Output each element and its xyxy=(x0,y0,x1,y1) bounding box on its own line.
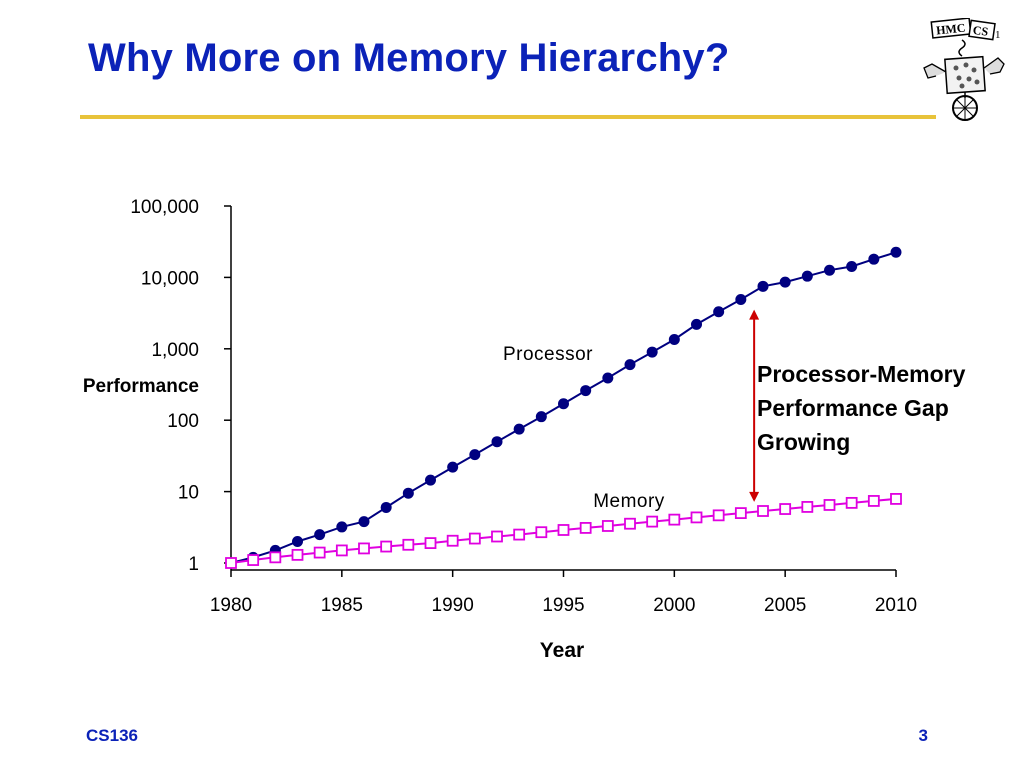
gap-annotation-line: Growing xyxy=(757,429,850,455)
gap-arrow-head-down xyxy=(749,491,760,502)
memory-series-label: Memory xyxy=(593,491,665,512)
processor-data-point xyxy=(469,449,481,461)
processor-data-point xyxy=(314,529,326,541)
processor-data-point xyxy=(491,436,503,448)
y-tick-label: 1,000 xyxy=(151,340,199,361)
y-tick-label: 100 xyxy=(167,411,199,432)
memory-data-point xyxy=(247,554,260,566)
memory-data-point xyxy=(734,507,747,519)
processor-data-point xyxy=(779,276,791,288)
memory-data-point xyxy=(269,551,282,564)
processor-data-point xyxy=(447,461,459,473)
memory-data-point xyxy=(468,532,481,545)
hmc-cs-logo: HMC CS 1 xyxy=(923,18,1005,121)
processor-data-point xyxy=(380,501,392,513)
memory-data-point xyxy=(757,505,769,517)
memory-data-point xyxy=(446,534,459,547)
memory-data-point xyxy=(535,526,548,539)
memory-data-point xyxy=(358,542,370,555)
processor-data-point xyxy=(602,372,614,384)
processor-data-point xyxy=(668,333,680,345)
processor-data-point xyxy=(890,246,902,258)
gap-arrow-head-up xyxy=(749,309,760,320)
title-divider xyxy=(80,115,936,119)
processor-data-point xyxy=(358,516,370,528)
x-tick-label: 1995 xyxy=(542,595,584,616)
processor-data-point xyxy=(402,487,414,499)
page-number: 3 xyxy=(918,726,928,745)
memory-data-point xyxy=(867,495,880,507)
x-tick-label: 2000 xyxy=(653,595,695,616)
x-tick-label: 2005 xyxy=(764,595,806,616)
memory-data-point xyxy=(690,511,703,524)
y-tick-label: 10,000 xyxy=(141,268,199,289)
processor-data-point xyxy=(757,280,769,292)
logo-text-hmc: HMC xyxy=(935,21,966,38)
processor-data-point xyxy=(624,359,636,371)
processor-data-point xyxy=(558,398,569,410)
y-tick-label: 10 xyxy=(178,483,199,504)
memory-data-point xyxy=(890,493,902,505)
processor-data-point xyxy=(691,318,702,330)
memory-data-point xyxy=(668,513,681,526)
memory-data-point xyxy=(513,528,526,541)
memory-data-point xyxy=(380,540,393,553)
gap-annotation-line: Processor-Memory xyxy=(757,361,966,387)
memory-data-point xyxy=(424,537,437,549)
x-tick-label: 1980 xyxy=(210,595,252,616)
y-axis-title: Performance xyxy=(83,376,199,397)
processor-series-label: Processor xyxy=(503,344,593,365)
memory-data-point xyxy=(823,499,836,511)
processor-data-point xyxy=(868,253,880,265)
processor-data-point xyxy=(580,385,592,397)
y-tick-label: 1 xyxy=(188,554,199,575)
processor-data-point xyxy=(292,536,303,548)
memory-data-point xyxy=(712,509,725,522)
processor-data-point xyxy=(425,474,436,486)
slide-title: Why More on Memory Hierarchy? xyxy=(88,36,730,80)
processor-data-point xyxy=(735,294,747,306)
memory-data-point xyxy=(624,517,636,530)
memory-data-point xyxy=(646,515,659,528)
processor-data-point xyxy=(513,423,525,435)
x-tick-label: 1990 xyxy=(432,595,474,616)
y-tick-label: 100,000 xyxy=(130,197,199,218)
memory-data-point xyxy=(225,557,237,569)
memory-data-point xyxy=(779,503,792,515)
x-tick-label: 1985 xyxy=(321,595,363,616)
svg-text:1: 1 xyxy=(995,29,1001,41)
processor-data-point xyxy=(535,411,547,423)
course-label: CS136 xyxy=(86,726,138,745)
processor-data-point xyxy=(846,261,858,273)
memory-data-point xyxy=(557,524,570,536)
gap-annotation-line: Performance Gap xyxy=(757,395,949,421)
memory-data-point xyxy=(579,522,592,534)
processor-data-point xyxy=(713,306,725,318)
memory-data-point xyxy=(801,501,814,513)
memory-data-point xyxy=(291,548,304,561)
x-axis-title: Year xyxy=(540,639,584,662)
processor-data-point xyxy=(801,270,813,282)
memory-data-point xyxy=(402,538,415,551)
processor-data-point xyxy=(646,346,658,358)
processor-data-point xyxy=(824,264,835,276)
memory-data-point xyxy=(335,544,348,557)
logo-text-cs: CS xyxy=(972,23,989,39)
memory-data-point xyxy=(845,496,858,509)
x-tick-label: 2010 xyxy=(875,595,917,616)
processor-data-point xyxy=(336,521,348,533)
memory-data-point xyxy=(313,546,326,559)
memory-data-point xyxy=(601,520,614,532)
memory-data-point xyxy=(491,530,503,543)
